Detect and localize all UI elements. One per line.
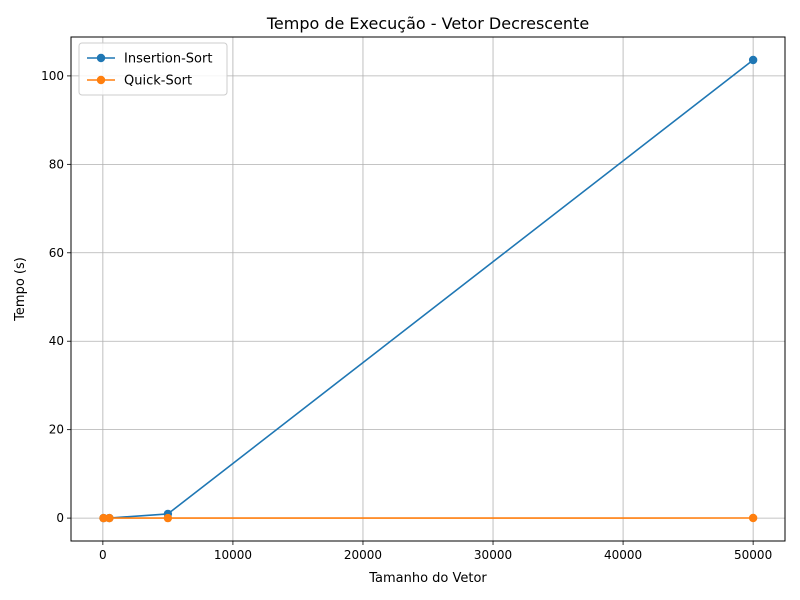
x-tick-label: 0 xyxy=(99,548,107,562)
y-axis-title: Tempo (s) xyxy=(13,257,28,322)
series-layer xyxy=(99,55,758,523)
legend-box xyxy=(78,42,228,96)
x-tick-label: 20000 xyxy=(344,548,382,562)
grid xyxy=(71,37,785,541)
y-tick-label: 60 xyxy=(49,246,64,260)
y-tick-label: 20 xyxy=(49,423,64,437)
y-tick-label: 0 xyxy=(56,511,64,525)
y-tick-label: 80 xyxy=(49,157,64,171)
legend: Insertion-Sort Quick-Sort xyxy=(78,42,228,96)
legend-item: Quick-Sort xyxy=(87,74,192,89)
chart-title: Tempo de Execução - Vetor Decrescente xyxy=(266,14,589,33)
data-point xyxy=(99,513,108,523)
data-point xyxy=(105,513,114,523)
legend-label: Insertion-Sort xyxy=(124,52,212,67)
data-point xyxy=(163,513,173,523)
y-tick-label: 40 xyxy=(49,334,64,348)
x-tick-label: 40000 xyxy=(604,548,642,562)
ticks: 0 10000 20000 30000 40000 50000 0 20 40 60 80 100 xyxy=(41,69,772,562)
x-axis-title: Tamanho do Vetor xyxy=(368,571,487,586)
legend-label: Quick-Sort xyxy=(124,74,192,89)
legend-marker xyxy=(96,75,106,85)
series-quick-sort xyxy=(99,513,758,523)
x-tick-label: 30000 xyxy=(474,548,512,562)
y-tick-label: 100 xyxy=(41,69,64,83)
data-point xyxy=(748,513,758,523)
x-tick-label: 10000 xyxy=(214,548,252,562)
plot-frame xyxy=(70,36,786,542)
x-tick-label: 50000 xyxy=(734,548,772,562)
legend-item: Insertion-Sort xyxy=(87,52,212,67)
data-point xyxy=(748,55,758,65)
legend-marker xyxy=(96,53,106,63)
